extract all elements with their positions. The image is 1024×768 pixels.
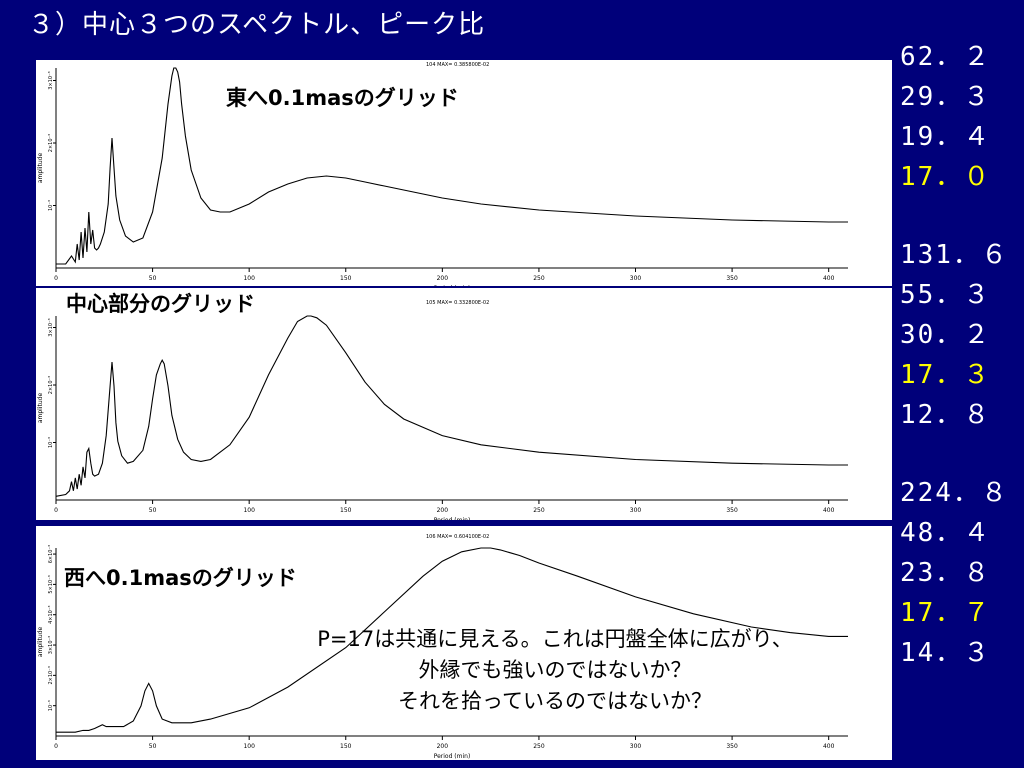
x-tick-label: 300	[630, 275, 642, 282]
x-tick-label: 0	[54, 507, 58, 514]
spectrum-series-line	[56, 67, 848, 265]
peak-value: 14．３	[900, 638, 992, 668]
y-tick-label: 6×10⁻³	[48, 545, 54, 563]
spectrum-chart-east: 0 50 100 150 200 250 300 350 400 10⁻³ 2×10⁻³ 3×10⁻³…	[37, 62, 848, 292]
chart-panel-center: 0 50 100 150 200 250 300 350 400 10⁻³ 2×10⁻³ 3×10⁻³…	[36, 288, 892, 524]
x-tick-label: 350	[726, 743, 738, 750]
x-tick-label: 400	[823, 275, 835, 282]
peak-value-highlight: 17．３	[900, 360, 992, 390]
y-tick-label: 2×10⁻³	[48, 376, 54, 394]
x-tick-label: 150	[340, 507, 352, 514]
y-tick-label: 5×10⁻³	[48, 575, 54, 593]
note-line-3: それを拾っているのではないか？	[398, 689, 712, 713]
x-axis-label: Period (min)	[434, 517, 471, 520]
x-tick-label: 0	[54, 275, 58, 282]
y-tick-label: 10⁻³	[48, 200, 54, 211]
x-tick-label: 100	[243, 275, 255, 282]
spectrum-series-line	[55, 315, 848, 497]
annotation-note: P=17は共通に見える。これは円盤全体に広がり、 外縁でも強いのではないか？ そ…	[250, 624, 860, 717]
peak-value: 224．８	[900, 478, 1009, 508]
grid-label-west: 西へ0.1masのグリッド	[64, 566, 297, 590]
spectrum-chart-center: 0 50 100 150 200 250 300 350 400 10⁻³ 2×10⁻³ 3×10⁻³…	[37, 300, 848, 524]
x-tick-label: 150	[340, 743, 352, 750]
chart-plot-area: 0 50 100 150 200 250 300 350 400 10⁻³ 2×10⁻³ 3×10⁻³…	[37, 534, 848, 760]
y-axis-label: amplitude	[37, 627, 44, 658]
y-tick-label: 3×10⁻³	[48, 318, 54, 336]
y-axis-label: amplitude	[37, 153, 44, 184]
peak-value: 29．３	[900, 82, 992, 112]
chart-header: 106 MAX= 0.604100E-02	[426, 534, 489, 540]
x-tick-label: 50	[149, 275, 157, 282]
x-tick-label: 350	[726, 507, 738, 514]
spacer	[900, 435, 1009, 473]
x-tick-label: 300	[630, 743, 642, 750]
x-tick-label: 150	[340, 275, 352, 282]
slide-title: ３）中心３つのスペクトル、ピーク比	[28, 10, 486, 40]
chart-panel-west: 0 50 100 150 200 250 300 350 400 10⁻³ 2×10⁻³ 3×10⁻³…	[36, 526, 892, 760]
y-tick-label: 2×10⁻³	[48, 666, 54, 684]
peak-value: 131．６	[900, 240, 1009, 270]
peak-value: 62．２	[900, 42, 992, 72]
x-axis-label: Period (min)	[434, 285, 471, 286]
peak-values-column: 62．２ 29．３ 19．４ 17．０ 131．６ 55．３ 30．２ 17．３…	[900, 37, 1009, 673]
x-tick-label: 350	[726, 275, 738, 282]
chart-plot-area: 0 50 100 150 200 250 300 350 400 10⁻³ 2×10⁻³ 3×10⁻³…	[37, 300, 848, 524]
y-tick-label: 3×10⁻³	[48, 636, 54, 654]
x-axis-label: Period (min)	[434, 753, 471, 760]
grid-label-east: 東へ0.1masのグリッド	[226, 86, 459, 110]
y-tick-label: 2×10⁻³	[48, 134, 54, 152]
x-tick-label: 200	[437, 275, 449, 282]
x-tick-label: 250	[533, 275, 545, 282]
x-tick-label: 100	[243, 507, 255, 514]
chart-header: 105 MAX= 0.332800E-02	[426, 300, 489, 306]
x-tick-label: 50	[149, 507, 157, 514]
chart-header: 104 MAX= 0.385800E-02	[426, 62, 489, 68]
spectrum-series-line	[56, 547, 848, 733]
spacer	[900, 197, 1009, 235]
x-tick-label: 300	[630, 507, 642, 514]
x-tick-label: 0	[54, 743, 58, 750]
peak-value-highlight: 17．７	[900, 598, 992, 628]
peak-value: 23．８	[900, 558, 992, 588]
x-tick-label: 250	[533, 507, 545, 514]
y-tick-label: 4×10⁻³	[48, 606, 54, 624]
x-tick-label: 200	[437, 507, 449, 514]
y-tick-label: 10⁻³	[48, 437, 54, 448]
y-axis-label: amplitude	[37, 393, 44, 424]
note-line-1: P=17は共通に見える。これは円盤全体に広がり、	[317, 627, 793, 651]
peak-value: 12．８	[900, 400, 992, 430]
note-line-2: 外縁でも強いのではないか？	[418, 658, 692, 682]
peak-value: 55．３	[900, 280, 992, 310]
x-tick-label: 400	[823, 743, 835, 750]
peak-value: 30．２	[900, 320, 992, 350]
peak-value: 48．４	[900, 518, 992, 548]
x-tick-label: 100	[243, 743, 255, 750]
x-tick-label: 400	[823, 507, 835, 514]
peak-value-highlight: 17．０	[900, 162, 992, 192]
peak-value: 19．４	[900, 122, 992, 152]
y-tick-label: 10⁻³	[48, 700, 54, 711]
x-tick-label: 200	[437, 743, 449, 750]
x-tick-label: 50	[149, 743, 157, 750]
grid-label-center: 中心部分のグリッド	[66, 292, 255, 316]
x-tick-label: 250	[533, 743, 545, 750]
y-tick-label: 3×10⁻³	[48, 71, 54, 89]
chart-panel-east: 0 50 100 150 200 250 300 350 400 10⁻³ 2×10⁻³ 3×10⁻³…	[36, 60, 892, 292]
spectrum-chart-west: 0 50 100 150 200 250 300 350 400 10⁻³ 2×10⁻³ 3×10⁻³…	[37, 534, 848, 760]
